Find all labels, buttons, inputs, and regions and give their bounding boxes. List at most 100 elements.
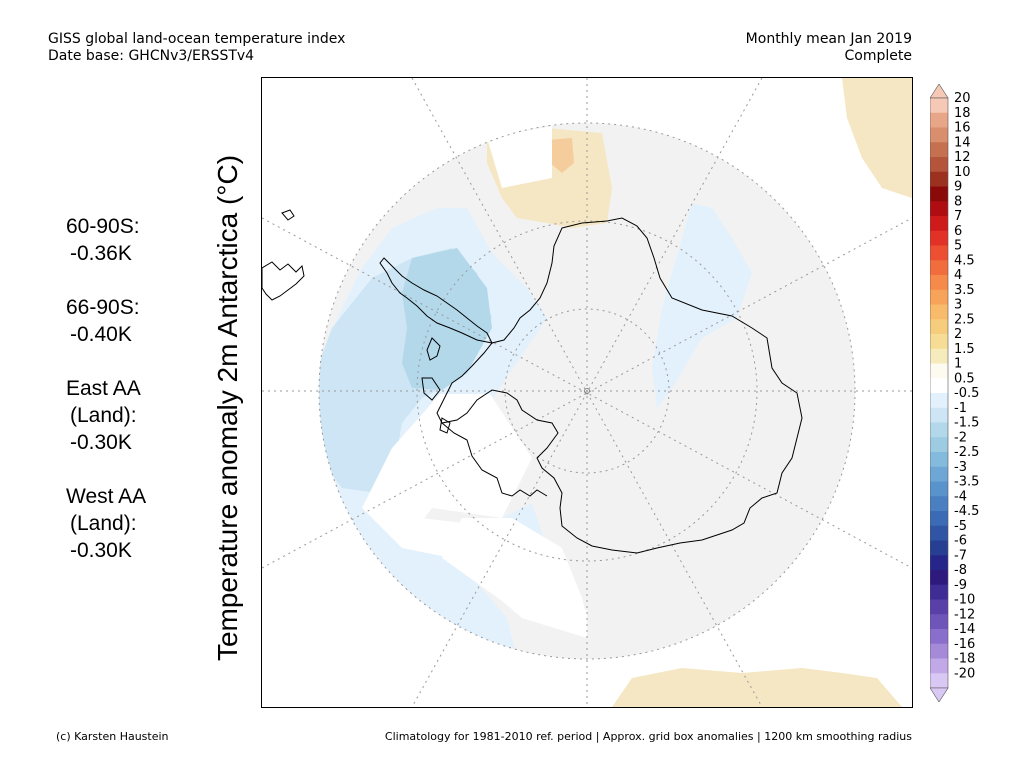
colorbar-tick-label: -12: [954, 607, 975, 622]
stat-label-2: (Land):: [70, 404, 137, 427]
colorbar-swatch: [930, 289, 948, 305]
colorbar-swatch: [930, 511, 948, 527]
stat-label-2: (Land):: [70, 512, 137, 535]
colorbar-tick-label: 4.5: [954, 253, 975, 268]
anomaly-warmer-spot: [547, 138, 574, 173]
falkland-islands: [281, 209, 295, 221]
stat-value: -0.30K: [70, 431, 132, 454]
colorbar-swatch: [930, 230, 948, 246]
colorbar-swatch: [930, 422, 948, 438]
no-data-wedge-north: [487, 126, 552, 188]
colorbar-tick-label: 18: [954, 106, 971, 121]
colorbar-swatch: [930, 614, 948, 630]
graticule: [262, 78, 912, 707]
colorbar-swatch: [930, 275, 948, 291]
completeness-label: Complete: [844, 48, 912, 64]
colorbar-tick-label: -5: [954, 519, 967, 534]
colorbar-tick-label: 3: [954, 298, 962, 313]
colorbar-bottom-arrow: [929, 687, 949, 703]
south-pole-marker: [584, 388, 590, 394]
colorbar-swatch: [930, 127, 948, 143]
colorbar-swatch: [930, 201, 948, 217]
ross-coastline: [441, 422, 548, 497]
colorbar-tick-label: -7: [954, 548, 967, 563]
footer-credit: (c) Karsten Haustein: [56, 730, 169, 743]
header-right: Monthly mean Jan 2019 Complete: [746, 31, 912, 65]
colorbar-swatch: [930, 157, 948, 173]
colorbar-tick-label: 9: [954, 180, 962, 195]
colorbar-svg: 201816141210987654.543.532.521.510.5-0.5…: [929, 83, 979, 703]
colorbar-tick-label: -2.5: [954, 445, 979, 460]
colorbar-tick-label: -8: [954, 563, 967, 578]
colorbar-tick-label: -18: [954, 652, 975, 667]
colorbar-swatch: [930, 245, 948, 261]
stat-west-aa: West AA (Land): -0.30K: [66, 483, 146, 564]
colorbar-tick-label: -4: [954, 489, 967, 504]
colorbar-swatch: [930, 481, 948, 497]
colorbar-tick-label: -2: [954, 430, 967, 445]
latitude-circle-outer: [318, 122, 856, 660]
latitude-circle-middle: [416, 220, 758, 562]
colorbar-tick-label: -0.5: [954, 386, 979, 401]
colorbar-swatch: [930, 319, 948, 335]
colorbar-tick-label: 6: [954, 224, 962, 239]
colorbar-tick-label: 16: [954, 121, 971, 136]
anomaly-warm-south: [612, 668, 902, 707]
colorbar-swatch: [930, 378, 948, 394]
stat-label: East AA: [66, 377, 141, 400]
anomaly-moderate-cool-peninsula: [402, 248, 492, 390]
regional-stats: 60-90S: -0.36K 66-90S: -0.40K East AA (L…: [66, 213, 146, 591]
stat-value: -0.30K: [70, 539, 132, 562]
stat-value: -0.40K: [70, 323, 132, 346]
header-left: GISS global land-ocean temperature index…: [48, 31, 345, 65]
stat-66-90s: 66-90S: -0.40K: [66, 294, 146, 348]
colorbar-swatch: [930, 570, 948, 586]
colorbar-tick-label: 5: [954, 239, 962, 254]
stat-label: 66-90S:: [66, 296, 140, 319]
footer-note: Climatology for 1981-2010 ref. period | …: [384, 730, 912, 743]
colorbar-tick-label: -1: [954, 401, 967, 416]
stat-label: West AA: [66, 485, 147, 508]
colorbar-tick-label: -3.5: [954, 475, 979, 490]
colorbar-tick-label: 0.5: [954, 371, 975, 386]
colorbar-swatch: [930, 437, 948, 453]
anomaly-weak-cool-east: [652, 203, 752, 408]
colorbar-swatch: [930, 658, 948, 674]
no-data-wedge-bottom: [402, 518, 587, 638]
colorbar-tick-label: 3.5: [954, 283, 975, 298]
dataset-title: GISS global land-ocean temperature index: [48, 31, 346, 47]
colorbar-swatch: [930, 496, 948, 512]
colorbar-tick-label: -6: [954, 534, 967, 549]
colorbar-top-arrow: [929, 83, 949, 99]
colorbar-swatch: [930, 643, 948, 659]
colorbar-swatch: [930, 393, 948, 409]
colorbar-tick-label: -9: [954, 578, 967, 593]
period-label: Monthly mean Jan 2019: [745, 31, 912, 47]
colorbar-tick-label: -4.5: [954, 504, 979, 519]
colorbar-tick-label: 1: [954, 357, 962, 372]
colorbar-tick-label: 20: [954, 91, 971, 106]
colorbar-tick-label: 4: [954, 268, 962, 283]
colorbar-tick-label: 7: [954, 209, 962, 224]
colorbar-swatch: [930, 673, 948, 689]
colorbar-tick-label: 2.5: [954, 312, 975, 327]
latitude-circle-inner: [504, 308, 670, 474]
antarctica-anomaly-map: [262, 78, 912, 707]
colorbar-tick-label: -3: [954, 460, 967, 475]
map-frame: [261, 77, 913, 708]
no-data-wedge-south-west: [362, 394, 532, 548]
colorbar-tick-label: -14: [954, 622, 975, 637]
colorbar-swatch: [930, 584, 948, 600]
colorbar-swatch: [930, 525, 948, 541]
colorbar-swatch: [930, 112, 948, 128]
no-data-wedge-south: [442, 518, 587, 618]
colorbar-swatch: [930, 540, 948, 556]
colorbar-swatch: [930, 452, 948, 468]
colorbar-tick-label: -20: [954, 666, 975, 681]
no-data-wedges: [362, 126, 587, 618]
colorbar-swatch: [930, 466, 948, 482]
colorbar-swatch: [930, 599, 948, 615]
colorbar-tick-label: 10: [954, 165, 971, 180]
colorbar-tick-label: 14: [954, 135, 971, 150]
colorbar-swatch: [930, 407, 948, 423]
